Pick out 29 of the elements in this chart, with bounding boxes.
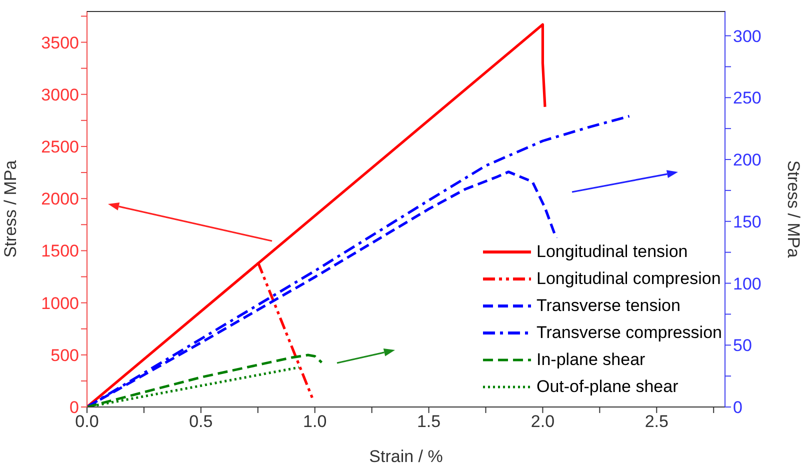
y-tick-label: 2000 [41,190,79,209]
y2-tick-label: 150 [733,212,762,232]
x-tick-label: 2.5 [644,412,668,432]
y-tick-label: 3500 [41,33,79,52]
y-tick-label: 1000 [41,294,79,313]
y2-tick-label: 50 [733,336,752,356]
x-tick-label: 1.5 [416,412,441,432]
legend-label: Transverse tension [536,296,680,316]
legend-label: Longitudinal tension [536,242,688,262]
y2-tick-label: 250 [733,88,762,108]
legend-label: In-plane shear [536,350,646,370]
y2-axis-title: Stress / MPa [784,160,802,258]
x-tick-label: 1.0 [303,412,327,432]
y-tick-label: 3000 [41,85,79,104]
y-tick-label: 500 [50,346,79,365]
y-tick-label: 1500 [41,242,79,261]
y2-tick-label: 300 [733,26,762,46]
legend-label: Out-of-plane shear [536,376,678,396]
x-axis-title: Strain / % [369,447,443,466]
y-axis-title: Stress / MPa [1,160,20,258]
y-tick-label: 2500 [41,138,79,157]
legend-label: Transverse compression [536,322,722,342]
x-tick-label: 2.0 [530,412,555,432]
y2-tick-label: 200 [733,150,762,170]
y2-tick-label: 100 [733,274,762,294]
y2-tick-label: 0 [733,398,742,418]
x-tick-label: 0.0 [75,412,99,432]
legend-label: Longitudinal compresion [536,268,721,288]
x-tick-label: 0.5 [189,412,213,432]
